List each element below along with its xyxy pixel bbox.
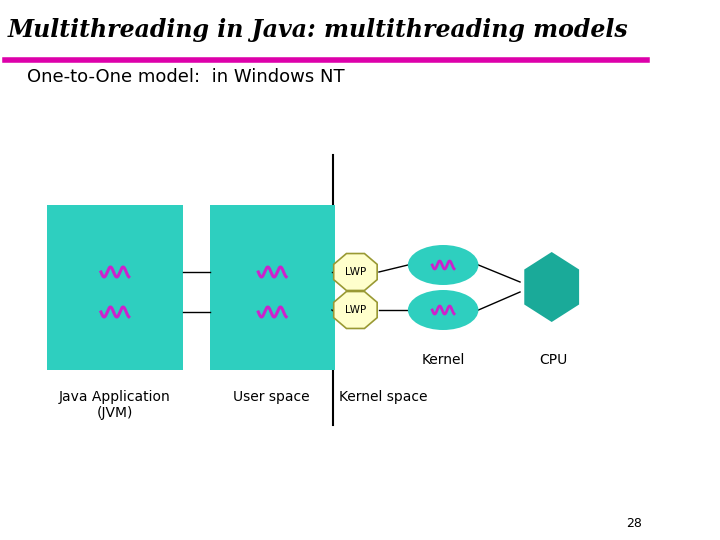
Text: User space: User space xyxy=(233,390,310,404)
Text: 28: 28 xyxy=(626,517,642,530)
Text: Multithreading in Java: multithreading models: Multithreading in Java: multithreading m… xyxy=(7,18,628,42)
FancyBboxPatch shape xyxy=(47,205,183,370)
Ellipse shape xyxy=(408,290,478,330)
Polygon shape xyxy=(524,252,579,322)
Polygon shape xyxy=(333,292,377,328)
Ellipse shape xyxy=(408,245,478,285)
FancyBboxPatch shape xyxy=(210,205,335,370)
Text: LWP: LWP xyxy=(345,305,366,315)
Text: Java Application
(JVM): Java Application (JVM) xyxy=(59,390,171,420)
Text: CPU: CPU xyxy=(539,353,567,367)
Text: One-to-One model:  in Windows NT: One-to-One model: in Windows NT xyxy=(27,68,345,86)
Text: Kernel: Kernel xyxy=(421,353,465,367)
Text: LWP: LWP xyxy=(345,267,366,277)
Polygon shape xyxy=(333,253,377,291)
Text: Kernel space: Kernel space xyxy=(339,390,428,404)
